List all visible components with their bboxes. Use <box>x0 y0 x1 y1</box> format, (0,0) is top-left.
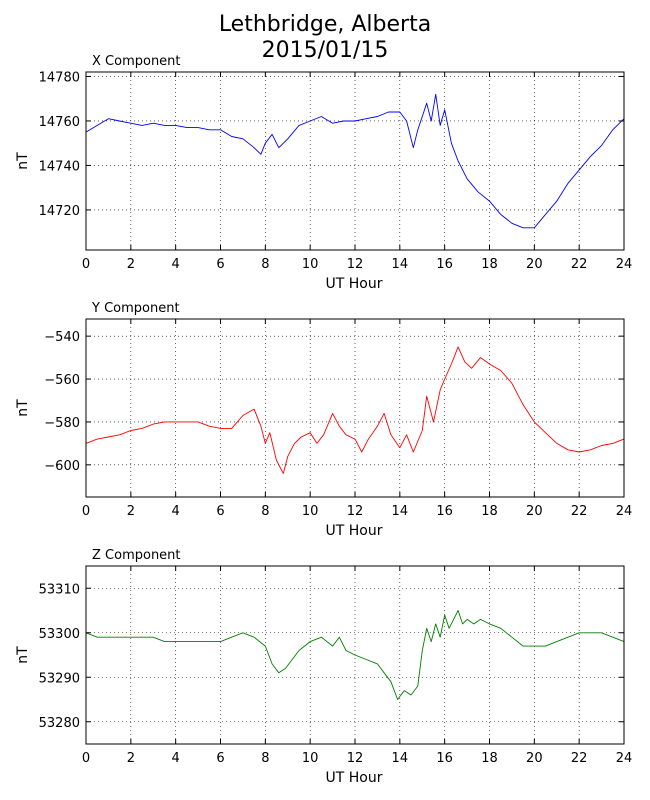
x-tick-label: 2 <box>127 257 135 272</box>
series-line <box>85 346 625 474</box>
x-tick-label: 12 <box>347 257 364 272</box>
x-tick-label: 18 <box>481 257 498 272</box>
y-tick-label: 53310 <box>39 582 80 597</box>
x-tick-label: 12 <box>347 504 364 519</box>
y-tick-label: 14740 <box>39 159 80 174</box>
x-tick-label: 22 <box>571 751 588 766</box>
panel-y: Y Component UT Hour nT 0 2 4 6 8 10 12 14 16 18 20… <box>15 301 632 539</box>
x-tick-label: 4 <box>172 504 180 519</box>
panel-title: X Component <box>92 54 181 69</box>
x-tick-label: 0 <box>82 257 90 272</box>
x-tick-label: 16 <box>436 751 453 766</box>
chart-title-date: 2015/01/15 <box>261 38 389 63</box>
x-tick-label: 18 <box>481 504 498 519</box>
x-axis-label: UT Hour <box>326 276 383 292</box>
y-tick-label: 14780 <box>39 70 80 85</box>
x-tick-label: 12 <box>347 751 364 766</box>
x-tick-label: 16 <box>436 257 453 272</box>
y-axis-label: nT <box>15 152 31 170</box>
panel-title: Y Component <box>91 301 180 316</box>
y-tick-label: 14760 <box>39 115 80 130</box>
x-axis-label: UT Hour <box>326 523 383 539</box>
x-tick-label: 0 <box>82 751 90 766</box>
x-tick-label: 6 <box>216 504 224 519</box>
x-tick-label: 4 <box>172 257 180 272</box>
y-axis-label: nT <box>15 399 31 417</box>
y-tick-label: 14720 <box>39 204 80 219</box>
y-tick-label: 53290 <box>39 671 80 686</box>
x-tick-label: 16 <box>436 504 453 519</box>
x-tick-label: 0 <box>82 504 90 519</box>
series-line <box>85 610 625 700</box>
x-tick-label: 2 <box>127 751 135 766</box>
x-tick-label: 14 <box>392 257 409 272</box>
x-tick-label: 14 <box>392 751 409 766</box>
series-line <box>85 93 625 229</box>
x-tick-label: 20 <box>526 504 543 519</box>
x-tick-label: 24 <box>616 504 633 519</box>
x-tick-label: 2 <box>127 504 135 519</box>
x-axis-label: UT Hour <box>326 770 383 786</box>
x-tick-label: 4 <box>172 751 180 766</box>
x-tick-label: 6 <box>216 257 224 272</box>
x-tick-label: 14 <box>392 504 409 519</box>
y-tick-label: −580 <box>44 416 80 431</box>
panel-title: Z Component <box>92 548 181 563</box>
x-tick-label: 10 <box>302 504 319 519</box>
x-tick-label: 24 <box>616 257 633 272</box>
x-tick-label: 8 <box>261 257 269 272</box>
y-tick-label: 53280 <box>39 716 80 731</box>
x-tick-label: 20 <box>526 751 543 766</box>
x-tick-label: 10 <box>302 751 319 766</box>
x-tick-label: 22 <box>571 504 588 519</box>
x-tick-label: 18 <box>481 751 498 766</box>
panel-x: X Component UT Hour nT 0 2 4 6 8 10 12 14 16 18 20… <box>15 54 632 292</box>
panel-z: Z Component UT Hour nT 0 2 4 6 8 10 12 14 16 18 20… <box>15 548 632 786</box>
x-tick-label: 22 <box>571 257 588 272</box>
x-tick-label: 20 <box>526 257 543 272</box>
x-tick-label: 8 <box>261 504 269 519</box>
x-tick-label: 8 <box>261 751 269 766</box>
y-tick-label: −600 <box>44 459 80 474</box>
x-tick-label: 24 <box>616 751 633 766</box>
x-tick-label: 10 <box>302 257 319 272</box>
y-tick-label: −560 <box>44 373 80 388</box>
y-axis-label: nT <box>15 646 31 664</box>
x-tick-label: 6 <box>216 751 224 766</box>
y-tick-label: −540 <box>44 330 80 345</box>
y-tick-label: 53300 <box>39 627 80 642</box>
chart-title-station: Lethbridge, Alberta <box>218 12 432 37</box>
